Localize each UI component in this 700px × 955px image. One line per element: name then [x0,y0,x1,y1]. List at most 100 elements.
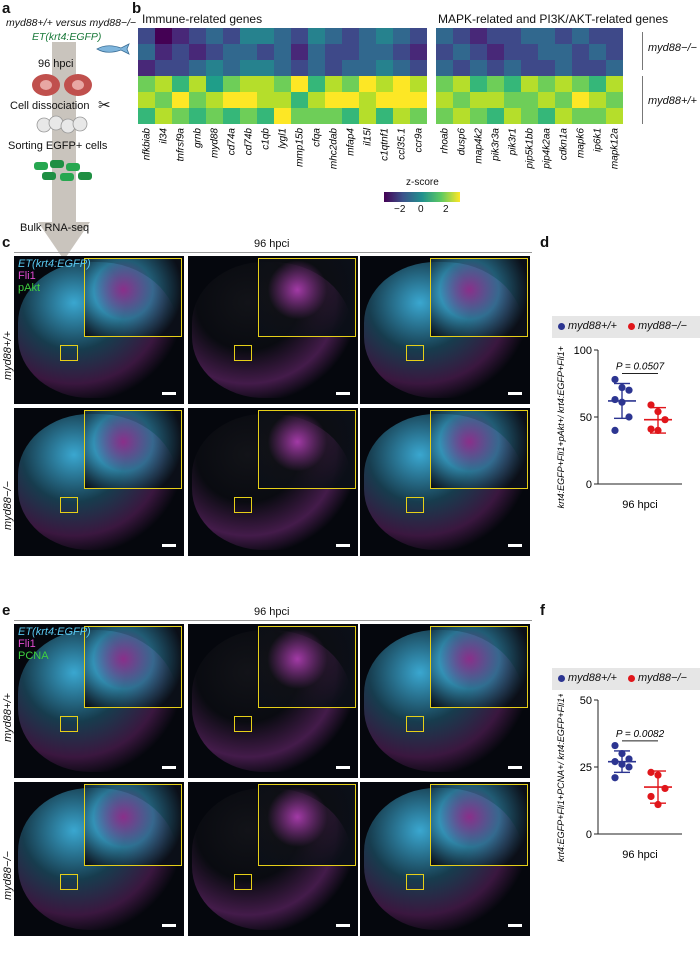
heatmap-left-cell [189,92,206,108]
heatmap-left-cell [393,76,410,92]
heatmap-left-cell [325,44,342,60]
heatmap-right-gene-label: dusp6 [457,128,468,156]
heatmap-left-cell [138,28,155,44]
legend-f-wt: myd88+/+ [568,672,617,684]
heatmap-left-cell [376,92,393,108]
heatmap-right-cell [606,28,623,44]
heatmap-right-cell [521,92,538,108]
zoom-inset [258,784,356,866]
heatmap-left-gene-label: il15l [363,127,374,146]
heatmap-left-cell [410,44,427,60]
heatmap-right-gene-label: map4k2 [474,128,485,164]
heatmap-right-cell [572,60,589,76]
heatmap-left-cell [393,28,410,44]
panel-e-title: 96 hpci [254,606,290,618]
heatmap-left-cell [342,108,359,124]
heatmap-right-cell [487,28,504,44]
panel-c-title: 96 hpci [254,238,290,250]
panel-c-micrograph-r1-c3 [360,256,530,404]
heatmap-right-cell [589,92,606,108]
group-bracket-ko [642,32,643,70]
heatmap-right-cell [521,76,538,92]
heatmap-left-cell [189,76,206,92]
heatmap-right-cell [555,108,572,124]
heatmap-left-cell [325,108,342,124]
heatmap-left-cell [325,92,342,108]
chart-f-y-tick-label: 0 [586,829,592,841]
scale-bar [336,766,350,769]
panel-e-row-top-label: myd88+/+ [2,693,14,742]
chart-d-data-point [611,395,619,404]
heatmap-right-cell [487,44,504,60]
chart-d-p-value: P = 0.0507 [616,362,665,373]
cell-cluster-icon [36,115,88,134]
chart-f-data-point [654,771,662,779]
heatmap-right-gene-label: mapk12a [610,128,621,170]
roi-box [60,345,78,361]
heatmap-left-cell [359,92,376,108]
heatmap-right-cell [453,92,470,108]
heatmap-left-cell [138,60,155,76]
scale-bar [508,392,522,395]
panel-c-channel-2: Fli1 [18,270,36,282]
panel-e-title-rule [14,620,532,621]
panel-e-micrograph-r2-c2 [188,782,358,936]
heatmap-left-cell [257,28,274,44]
zoom-inset [84,410,182,489]
heatmap-left-cell [393,92,410,108]
heatmap-left-cell [291,28,308,44]
heatmap-left-cell [393,108,410,124]
heatmap-left-cell [308,28,325,44]
heatmap-left-gene-label: cfqa [312,128,323,147]
heatmap-right-cell [504,60,521,76]
chart-f-data-point [654,800,662,809]
panel-label-a: a [2,0,11,17]
zoom-inset [430,410,528,489]
heatmap-left-cell [172,28,189,44]
chart-f-data-point [625,755,633,763]
roi-box [60,716,78,732]
heatmap-right-cell [453,76,470,92]
heatmap-right-cell [436,108,453,124]
zoom-inset [430,626,528,708]
chart-f-data-point [625,763,633,771]
zoom-inset [84,258,182,337]
roi-box [234,874,252,890]
panel-c-micrograph-r1-c1 [14,256,184,404]
chart-f: 0 25 50 krt4:EGFP+Fli1+PCNA+/ krt4:EGFP+Fli… [556,694,682,862]
heatmap-left-cell [342,76,359,92]
heatmap-left-cell [155,44,172,60]
heatmap-right-cell [504,92,521,108]
heatmap-left-cell [325,28,342,44]
heatmap-right-cell [436,28,453,44]
heatmap-right-cell [504,28,521,44]
scale-bar [336,924,350,927]
zebrafish-icon [96,43,130,55]
chart-d-data-point [625,413,633,421]
panel-label-e: e [2,602,11,619]
heatmap-left-gene-label: ccr9a [414,128,425,153]
heatmap-right-cell [521,44,538,60]
heatmap-left-cell [206,76,223,92]
zoom-inset [84,626,182,708]
heatmap-right-cell [470,76,487,92]
heatmap-right-cell [436,44,453,60]
heatmap-left-cell [172,60,189,76]
heatmap-left-gene-label: ccl35.1 [397,128,408,160]
scale-bar [508,544,522,547]
heatmap-left-cell [359,60,376,76]
heatmap-right-cell [555,92,572,108]
heatmap-left-cell [308,92,325,108]
step-time: 96 hpci [38,58,74,70]
heatmap-right-cell [504,76,521,92]
step-dissociation: Cell dissociation [10,100,90,112]
heatmap-left-cell [342,44,359,60]
panel-c-micrograph-r2-c2 [188,408,358,556]
chart-d-data-point [611,375,619,384]
heatmap-left-cell [138,108,155,124]
chart-d-y-tick-label: 50 [580,412,592,424]
panel-label-b: b [132,0,142,17]
heatmap-right-cell [572,108,589,124]
scale-bar [162,544,176,547]
heatmap-left-cell [308,60,325,76]
